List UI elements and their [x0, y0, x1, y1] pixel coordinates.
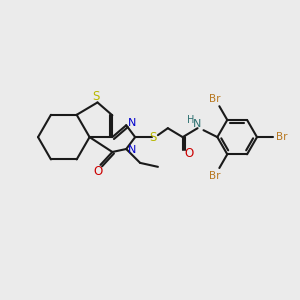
Text: O: O — [94, 165, 103, 178]
Text: N: N — [128, 145, 136, 155]
Text: O: O — [184, 148, 193, 160]
Text: S: S — [92, 90, 99, 103]
Text: Br: Br — [209, 94, 220, 103]
Text: Br: Br — [276, 132, 287, 142]
Text: Br: Br — [209, 171, 220, 181]
Text: S: S — [149, 130, 157, 144]
Text: N: N — [194, 119, 202, 129]
Text: H: H — [187, 115, 194, 125]
Text: N: N — [128, 118, 136, 128]
